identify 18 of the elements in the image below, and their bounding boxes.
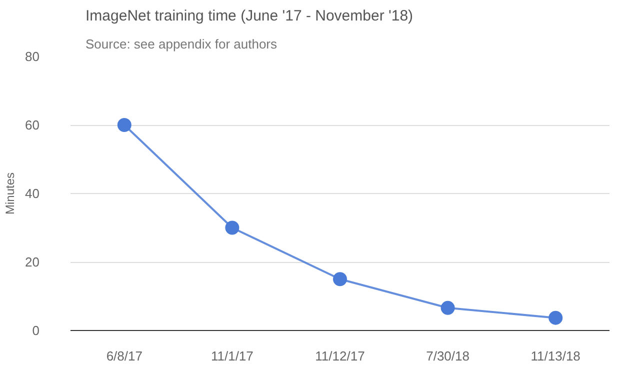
chart-title: ImageNet training time (June '17 - November '18)	[86, 8, 414, 24]
point	[440, 300, 455, 315]
point	[548, 310, 563, 325]
y-tick-label: 40	[25, 186, 40, 201]
chart-subtitle: Source: see appendix for authors	[86, 36, 278, 52]
x-tick-label: 6/8/17	[106, 348, 142, 364]
point	[333, 272, 347, 286]
x-tick-label: 11/1/17	[210, 348, 254, 364]
y-tick-label: 0	[32, 323, 40, 338]
x-tick-label: 7/30/18	[426, 348, 470, 364]
point	[117, 118, 132, 132]
y-axis-title: Minutes	[3, 172, 18, 215]
point	[225, 220, 240, 235]
x-tick-label: 11/13/18	[530, 348, 580, 364]
x-tick-label: 11/12/17	[315, 348, 365, 364]
y-tick-label: 80	[25, 49, 40, 64]
y-tick-label: 60	[25, 118, 40, 132]
y-tick-label: 20	[25, 254, 40, 270]
